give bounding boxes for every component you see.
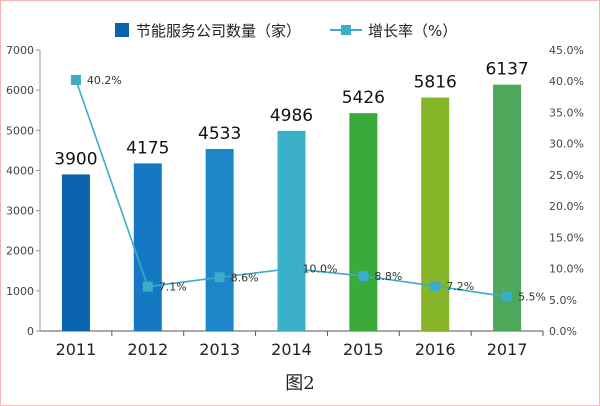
y-right-tick-label: 35.0%	[549, 106, 584, 119]
bar-value-label: 5816	[414, 73, 457, 93]
bar-value-label: 4175	[126, 138, 169, 158]
figure-caption: 图2	[285, 373, 314, 394]
growth-value-label: 10.0%	[303, 263, 338, 276]
y-left-tick-label: 3000	[6, 205, 34, 218]
bar	[61, 174, 90, 331]
y-right-tick-label: 10.0%	[549, 263, 584, 276]
y-right-tick-label: 15.0%	[549, 231, 584, 244]
bar-value-label: 3900	[54, 149, 97, 169]
y-left-tick-label: 1000	[6, 285, 34, 298]
y-left-tick-label: 4000	[6, 164, 34, 177]
y-right-tick-label: 45.0%	[549, 44, 584, 57]
x-tick-label: 2015	[343, 340, 384, 359]
bar	[133, 163, 162, 331]
growth-marker	[286, 263, 297, 274]
y-right-tick-label: 40.0%	[549, 75, 584, 88]
growth-value-label: 8.6%	[231, 271, 259, 284]
y-right-tick-label: 20.0%	[549, 200, 584, 213]
growth-marker	[502, 291, 513, 302]
y-left-tick-label: 5000	[6, 124, 34, 137]
legend-line-marker	[341, 25, 351, 35]
legend-bar-swatch	[115, 23, 129, 37]
bar-value-label: 4533	[198, 124, 241, 144]
legend-bar-label: 节能服务公司数量（家）	[136, 22, 301, 40]
bar	[493, 84, 522, 332]
y-right-tick-label: 0.0%	[549, 325, 577, 338]
growth-value-label: 8.8%	[374, 270, 402, 283]
bar	[349, 113, 378, 331]
growth-marker	[358, 271, 369, 282]
bar	[205, 149, 234, 331]
y-right-tick-label: 25.0%	[549, 169, 584, 182]
growth-marker	[142, 281, 153, 292]
bar-series	[61, 84, 522, 332]
y-right-tick-label: 5.0%	[549, 294, 577, 307]
growth-marker	[70, 74, 81, 85]
bar-value-label: 4986	[270, 106, 313, 126]
data-labels: 3900 4175 4533 4986 5426 5816 6137 40.2% 7.1% 8.6…	[54, 60, 546, 304]
y-right-tick-label: 30.0%	[549, 138, 584, 151]
line-series	[70, 74, 513, 302]
bar	[277, 130, 306, 331]
x-tick-label: 2013	[199, 340, 240, 359]
legend: 节能服务公司数量（家） 增长率（%）	[115, 22, 457, 40]
growth-marker	[214, 272, 225, 283]
bar	[421, 97, 450, 331]
y-left-tick-label: 2000	[6, 245, 34, 258]
bar-value-label: 6137	[485, 60, 528, 80]
axes: 0 1000 2000 3000 4000 5000 6000 7000 0.0% 5.0% 10.…	[6, 44, 584, 359]
x-tick-label: 2017	[487, 340, 528, 359]
x-tick-label: 2016	[415, 340, 456, 359]
y-left-tick-label: 0	[27, 325, 34, 338]
growth-value-label: 40.2%	[87, 74, 122, 87]
growth-marker	[430, 281, 441, 292]
x-tick-label: 2011	[56, 340, 97, 359]
y-left-tick-label: 6000	[6, 84, 34, 97]
x-tick-label: 2014	[271, 340, 312, 359]
growth-value-label: 5.5%	[518, 291, 546, 304]
growth-value-label: 7.1%	[159, 281, 187, 294]
x-tick-label: 2012	[127, 340, 168, 359]
growth-value-label: 7.2%	[446, 280, 474, 293]
y-left-tick-label: 7000	[6, 44, 34, 57]
bar-value-label: 5426	[342, 88, 385, 108]
legend-line-label: 增长率（%）	[368, 22, 457, 40]
